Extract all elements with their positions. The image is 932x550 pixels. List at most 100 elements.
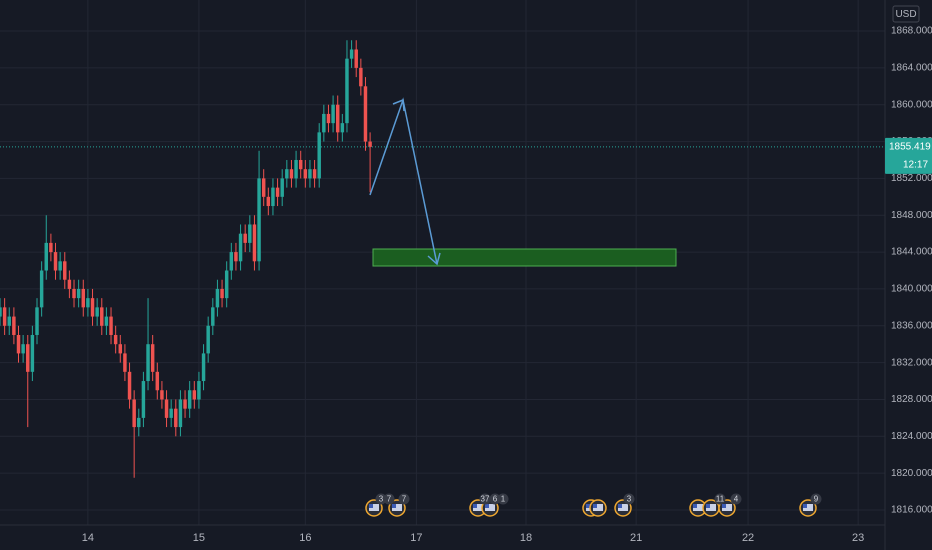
x-tick-label: 15 — [193, 532, 205, 544]
event-flag-stripe — [485, 504, 489, 508]
event-badge — [730, 493, 742, 505]
event-count: 3 — [379, 495, 384, 504]
candle-body — [340, 123, 345, 133]
y-tick-label: 1836.000 — [891, 320, 932, 331]
candle-body — [331, 104, 335, 124]
candle-body — [16, 334, 21, 354]
candle-body — [243, 233, 247, 243]
event-count: 4 — [734, 495, 739, 504]
event-flag-stripe — [473, 504, 477, 508]
candle-body — [127, 371, 132, 400]
candle-body — [137, 417, 141, 428]
event-flag — [392, 504, 402, 511]
event-count: 7 — [387, 495, 392, 504]
candle-body — [266, 196, 271, 207]
candle-body — [183, 399, 187, 409]
y-tick-label: 1860.000 — [891, 99, 932, 110]
candle-body — [44, 242, 48, 271]
candle-body — [169, 408, 173, 418]
x-tick-label: 21 — [630, 532, 642, 544]
candle-body — [21, 344, 25, 354]
event-badge — [497, 493, 509, 505]
arrow-head — [392, 98, 405, 112]
candle-body — [224, 270, 229, 299]
candle-body — [174, 408, 178, 428]
candle-body — [248, 224, 252, 243]
candle-body — [63, 261, 67, 280]
candle-body — [345, 58, 349, 124]
countdown: 12:17 — [903, 160, 928, 171]
event-count: 9 — [814, 495, 819, 504]
candle-body — [35, 307, 39, 335]
candle-body — [0, 307, 2, 317]
candle-body — [252, 224, 257, 262]
y-tick-label: 1828.000 — [891, 394, 932, 405]
candle-body — [215, 288, 220, 308]
candle-body — [280, 178, 284, 197]
event-badge — [479, 493, 491, 505]
currency-box — [892, 5, 920, 23]
candle-body — [211, 307, 215, 326]
candle-body — [132, 399, 136, 428]
candle-body — [58, 261, 62, 271]
x-tick-label: 22 — [742, 532, 754, 544]
candle-body — [197, 381, 201, 400]
event-flag-stripe — [693, 504, 697, 508]
candle-body — [7, 316, 11, 326]
candles — [0, 40, 372, 478]
candle-body — [12, 316, 16, 335]
event-badge — [623, 493, 635, 505]
event-badge — [714, 493, 726, 505]
candle-body — [368, 141, 372, 147]
event-count: 6 — [493, 495, 498, 504]
candle-body — [26, 344, 30, 372]
candle-body — [201, 353, 206, 382]
event-count: 37 — [481, 495, 490, 504]
candle-body — [326, 113, 331, 124]
event-count: 1 — [501, 495, 506, 504]
candle-body — [178, 399, 183, 428]
candle-body — [113, 334, 118, 345]
event-flag-stripe — [706, 504, 710, 508]
event-flag-stripe — [618, 504, 622, 508]
candle-body — [308, 169, 312, 179]
candle-body — [150, 344, 155, 372]
candle-body — [109, 316, 113, 335]
x-tick-label: 18 — [520, 532, 532, 544]
candle-body — [104, 316, 109, 326]
event-flag — [369, 504, 379, 511]
candle-body — [298, 159, 303, 170]
candle-body — [303, 169, 308, 179]
y-tick-label: 1824.000 — [891, 431, 932, 442]
candle-body — [123, 353, 127, 372]
candle-body — [261, 178, 266, 197]
event-flag-stripe — [392, 504, 396, 508]
candle-body — [95, 307, 99, 317]
candle-body — [160, 390, 164, 400]
event-flag — [803, 504, 813, 511]
arrow-head — [427, 252, 441, 266]
event-flag — [485, 504, 495, 511]
candle-body — [30, 334, 35, 372]
event-badge — [489, 493, 501, 505]
candle-body — [317, 132, 321, 179]
candle-body — [67, 279, 72, 289]
candle-body — [76, 288, 81, 299]
event-flag-stripe — [803, 504, 807, 508]
candle-body — [72, 288, 76, 299]
y-tick-label: 1864.000 — [891, 63, 932, 74]
currency: USD — [895, 9, 916, 20]
candle-body — [285, 169, 289, 179]
last-price-label: 1855.419 — [889, 142, 931, 153]
y-tick-label: 1832.000 — [891, 357, 932, 368]
candle-body — [349, 49, 354, 59]
candle-body — [81, 288, 86, 308]
candle-body — [192, 390, 197, 400]
candle-body — [39, 270, 44, 308]
x-tick-label: 23 — [852, 532, 864, 544]
candle-body — [363, 86, 368, 142]
event-flag — [618, 504, 628, 511]
candle-body — [2, 307, 7, 326]
